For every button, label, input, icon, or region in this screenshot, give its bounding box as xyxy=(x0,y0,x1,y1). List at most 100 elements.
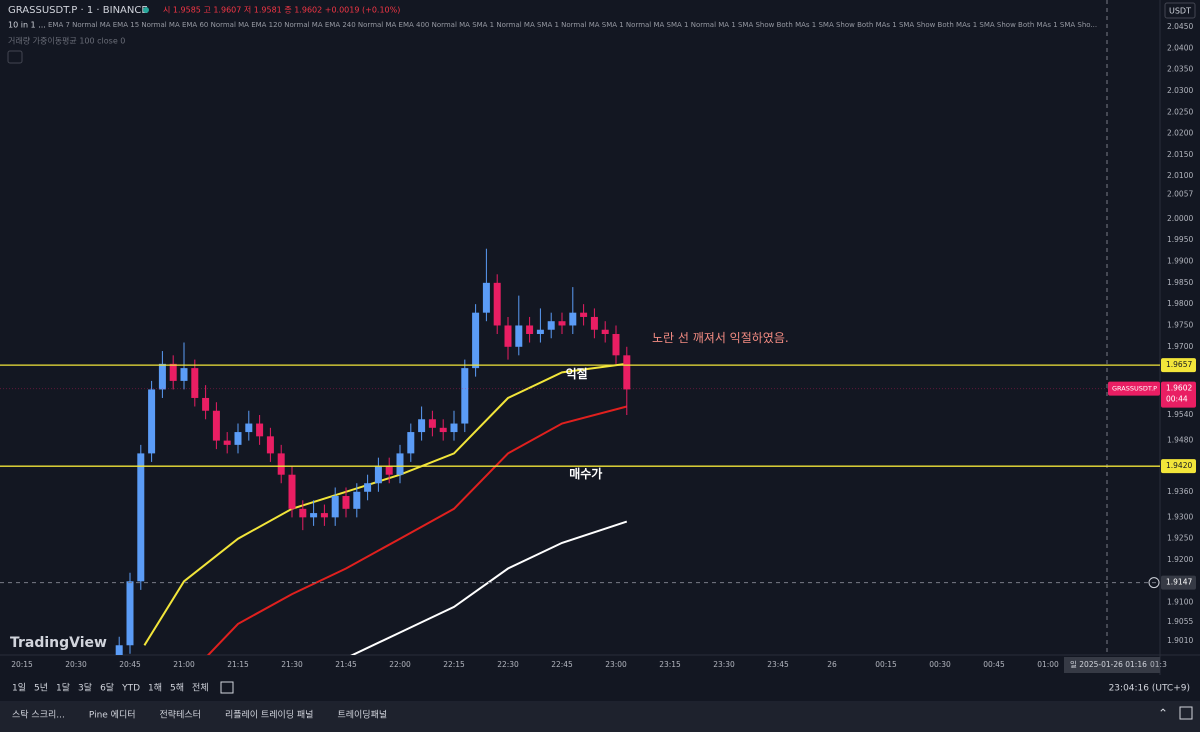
candle-body xyxy=(407,432,415,454)
candle-body xyxy=(374,466,382,484)
time-tick-label: 20:30 xyxy=(65,660,87,669)
currency-box[interactable] xyxy=(1164,2,1196,19)
candle-body xyxy=(288,474,296,509)
collapse-button[interactable] xyxy=(7,50,23,64)
toolbar xyxy=(0,675,1200,700)
range-button[interactable]: 5해 xyxy=(170,683,184,694)
price-tick-label: 1.9700 xyxy=(1167,342,1193,351)
candle-body xyxy=(266,436,274,454)
candle-body xyxy=(353,491,361,509)
time-tick-label: 22:45 xyxy=(551,660,573,669)
ohlc: 시 1.9585 고 1.9607 저 1.9581 종 1.9602 +0.0… xyxy=(163,6,400,15)
market-status xyxy=(143,7,149,13)
bottom-tab[interactable]: Pine 에디터 xyxy=(89,710,136,721)
price-tick-label: 2.0350 xyxy=(1167,65,1193,74)
indicator-name[interactable]: 10 in 1 ... xyxy=(8,21,46,30)
candle-body xyxy=(590,316,598,330)
date-range-icon[interactable] xyxy=(220,681,234,694)
price-tick-label: 1.9850 xyxy=(1167,278,1193,287)
panel-maximize[interactable] xyxy=(1179,706,1193,720)
range-button[interactable]: 3달 xyxy=(78,682,92,694)
time-tick-label: 22:30 xyxy=(497,660,519,669)
price-tick-label: 1.9800 xyxy=(1167,299,1193,308)
candle-body xyxy=(115,645,123,655)
bottom-tab[interactable]: 리플레이 트레이딩 패널 xyxy=(225,710,314,721)
candle-body xyxy=(569,312,577,326)
symbol[interactable]: GRASSUSDT.P · 1 · BINANCE xyxy=(8,5,148,16)
price-tick-label: 2.0000 xyxy=(1167,214,1193,223)
candle-body xyxy=(612,334,620,356)
price-tick-label: 1.9100 xyxy=(1167,598,1193,607)
price-tick-label: 2.0200 xyxy=(1167,129,1193,138)
time-tick-label: 23:30 xyxy=(713,660,735,669)
range-button[interactable]: 1일 xyxy=(12,683,26,694)
annotation: 익절 xyxy=(566,367,588,381)
price-tick-label: 1.9250 xyxy=(1167,534,1193,543)
candle-body xyxy=(396,453,404,475)
bottom-tab[interactable]: 트레이딩패널 xyxy=(337,710,387,721)
range-button[interactable]: 6달 xyxy=(100,682,114,694)
level-price: 1.9420 xyxy=(1166,461,1192,470)
add-alert[interactable] xyxy=(1148,577,1160,589)
range-button[interactable]: 1달 xyxy=(56,682,70,694)
bottom-panel xyxy=(0,703,1200,732)
candle-body xyxy=(418,419,426,433)
range-button[interactable]: 전체 xyxy=(192,683,209,694)
range-button[interactable]: YTD xyxy=(121,684,140,694)
candle-body xyxy=(126,581,134,646)
candle-body xyxy=(245,423,253,433)
currency[interactable]: USDT xyxy=(1169,7,1191,16)
crosshair-time: 일 2025-01-26 01:16 xyxy=(1070,660,1147,669)
symbol-tag: GRASSUSDT.P xyxy=(1112,385,1157,393)
moving-average xyxy=(350,520,628,655)
time-tick-label: 21:30 xyxy=(281,660,303,669)
candle-body xyxy=(439,427,447,433)
candle-body xyxy=(526,325,534,334)
candle-body xyxy=(191,368,199,398)
candle-body xyxy=(601,329,609,334)
last-price: 1.9602 xyxy=(1166,384,1192,393)
panel-expand[interactable]: ⌃ xyxy=(1158,707,1168,721)
crosshair-price-box xyxy=(1161,575,1196,590)
candle-body xyxy=(320,513,328,518)
candle-body xyxy=(558,321,566,326)
candle-body xyxy=(169,363,177,381)
time-tick-label: 21:15 xyxy=(227,660,249,669)
time-tick-label: 20:45 xyxy=(119,660,141,669)
price-tick-label: 2.0300 xyxy=(1167,86,1193,95)
crosshair-time-tail: 01:3 xyxy=(1150,660,1167,669)
last-price-box xyxy=(1161,381,1196,408)
level-price: 1.9657 xyxy=(1166,360,1192,369)
candle-body xyxy=(137,453,145,582)
level-price-box xyxy=(1161,358,1196,373)
range-button[interactable]: 5년 xyxy=(34,683,48,694)
price-tick-label: 2.0150 xyxy=(1167,150,1193,159)
candle-body xyxy=(212,410,220,441)
time-tick-label: 21:00 xyxy=(173,660,195,669)
bottom-tab[interactable]: 전략테스터 xyxy=(160,709,201,721)
price-tick-label: 2.0400 xyxy=(1167,43,1193,52)
price-tick-label: 1.9540 xyxy=(1167,410,1193,419)
time-tick-label: 21:45 xyxy=(335,660,357,669)
volume-indicator[interactable]: 거래량 가중이동평균 100 close 0 xyxy=(8,36,125,46)
range-button[interactable]: 1해 xyxy=(148,683,162,694)
candle-body xyxy=(299,508,307,518)
symbol-tag-box xyxy=(1108,381,1160,396)
candle-body xyxy=(277,453,285,475)
time-tick-label: 00:30 xyxy=(929,660,951,669)
price-tick-label: 1.9360 xyxy=(1167,487,1193,496)
price-tick-label: 1.9480 xyxy=(1167,436,1193,445)
candle-body xyxy=(504,325,512,347)
bottom-tab[interactable]: 스탁 스크리... xyxy=(12,709,65,721)
candle-body xyxy=(623,355,631,390)
time-tick-label: 26 xyxy=(827,660,837,669)
candle-body xyxy=(310,513,318,518)
time-tick-label: 00:45 xyxy=(983,660,1005,669)
crosshair-time-box xyxy=(1064,657,1160,673)
moving-average xyxy=(143,362,627,646)
candle-body xyxy=(202,397,210,411)
price-tick-label: 1.9300 xyxy=(1167,512,1193,521)
candle-body xyxy=(472,312,480,369)
candle-body xyxy=(223,440,231,445)
